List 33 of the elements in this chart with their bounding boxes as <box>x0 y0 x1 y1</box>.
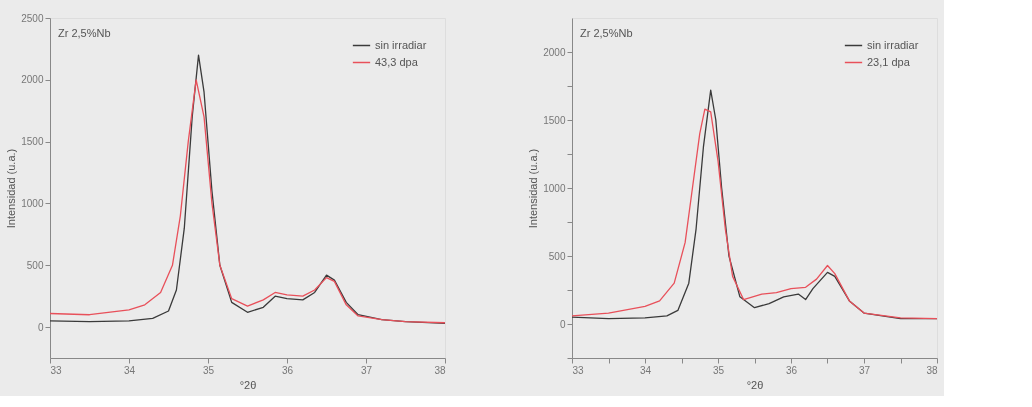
x-tick-label: 37 <box>360 364 373 376</box>
x-tick-label: 34 <box>123 364 136 376</box>
x-tick-label: 38 <box>434 364 446 376</box>
y-tick-label: 0 <box>559 318 566 330</box>
y-axis-title: Intensidad (u.a.) <box>527 148 540 229</box>
annotation: Zr 2,5%Nb <box>580 27 633 39</box>
y-tick-label: 1000 <box>21 197 44 209</box>
x-axis-title: °2θ <box>746 378 764 391</box>
y-tick-label: 2000 <box>21 74 44 86</box>
legend-label: 23,1 dpa <box>867 55 911 68</box>
legend-label: sin irradiar <box>867 38 919 51</box>
x-axis-title: °2θ <box>239 378 257 391</box>
y-tick-label: 1500 <box>21 136 44 148</box>
y-tick-label: 2000 <box>543 46 566 58</box>
x-tick-label: 33 <box>50 364 63 376</box>
x-tick-label: 36 <box>281 364 294 376</box>
y-tick-label: 1500 <box>543 114 566 126</box>
x-tick-label: 38 <box>926 364 938 376</box>
y-tick-label: 500 <box>26 259 44 271</box>
y-axis-title: Intensidad (u.a.) <box>5 148 18 229</box>
y-tick-label: 500 <box>548 250 566 262</box>
x-tick-label: 35 <box>202 364 215 376</box>
x-tick-label: 34 <box>639 364 652 376</box>
y-tick-label: 1000 <box>543 182 566 194</box>
legend-label: sin irradiar <box>375 38 427 51</box>
x-tick-label: 35 <box>712 364 725 376</box>
y-tick-label: 0 <box>37 321 44 333</box>
x-tick-label: 33 <box>572 364 585 376</box>
x-tick-label: 37 <box>858 364 871 376</box>
x-tick-label: 36 <box>785 364 798 376</box>
annotation: Zr 2,5%Nb <box>58 27 111 39</box>
legend-label: 43,3 dpa <box>375 55 419 68</box>
y-tick-label: 2500 <box>21 12 44 24</box>
